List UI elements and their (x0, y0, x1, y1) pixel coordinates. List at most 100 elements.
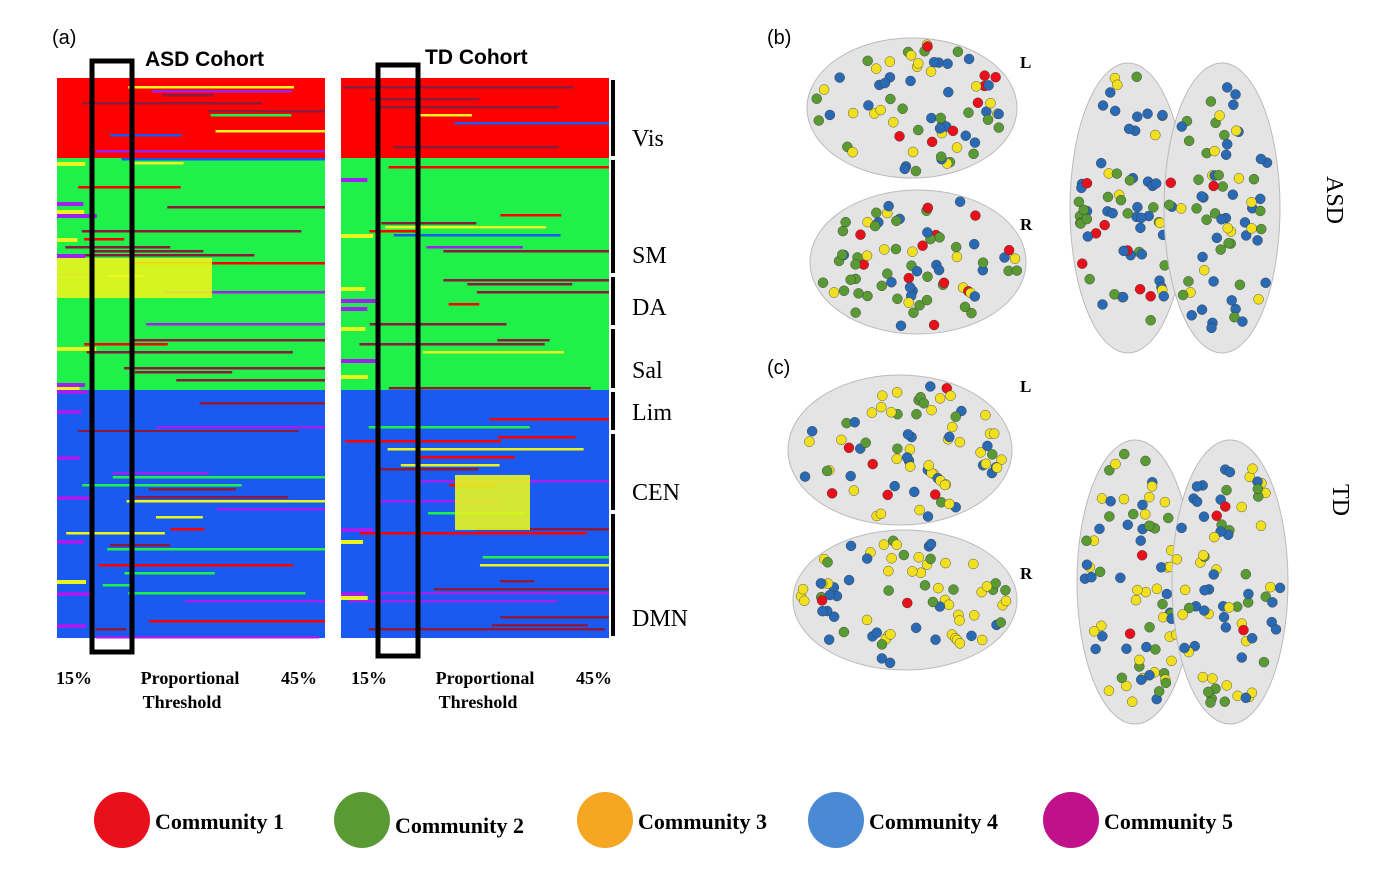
heatmap-stripe (66, 532, 165, 535)
brain-node (1145, 315, 1156, 326)
brain-node (1208, 180, 1219, 192)
brain-node (1078, 204, 1089, 216)
brain-node (1136, 550, 1148, 561)
brain-node (910, 622, 922, 634)
heatmap-stripe (110, 134, 182, 137)
brain-node (813, 115, 824, 126)
heatmap-stripe (497, 339, 550, 342)
brain-node (1220, 622, 1232, 633)
brain-node (862, 290, 873, 302)
brain-node (826, 488, 838, 499)
brain-node (863, 100, 874, 111)
brain-node (1128, 508, 1139, 520)
brain-node (843, 442, 855, 453)
brain-node (935, 112, 946, 124)
legend-label: Community 3 (638, 809, 767, 834)
brain-node (885, 93, 896, 105)
heatmap-stripe (385, 226, 547, 229)
heatmap-stripe (443, 279, 609, 282)
brain-node (1243, 588, 1254, 600)
brain-node (1157, 109, 1168, 121)
brain-node (952, 46, 964, 57)
brain-node (926, 136, 938, 148)
brain-node (1081, 178, 1093, 189)
heatmap-stripe (344, 440, 501, 443)
brain-node (862, 55, 873, 67)
brain-node (883, 565, 894, 577)
brain-node (905, 50, 917, 61)
brain-node (891, 215, 902, 227)
heatmap-stripe (341, 178, 368, 182)
brain-surface (806, 37, 1018, 179)
brain-node (878, 539, 890, 550)
brain-node (1115, 572, 1126, 584)
brain-node (1144, 520, 1155, 531)
brain-node (837, 225, 849, 237)
brain-node (977, 634, 988, 646)
brain-node (1179, 584, 1191, 596)
brain-node (907, 246, 918, 257)
network-label: Vis (632, 126, 664, 152)
brain-node (969, 291, 981, 302)
heatmap-stripe (124, 367, 325, 370)
heatmap-stripe (57, 210, 85, 214)
brain-node (1221, 680, 1232, 691)
brain-node (1216, 214, 1227, 225)
brain-node (954, 436, 966, 448)
network-label: Sal (632, 358, 663, 384)
brain-node (886, 553, 897, 564)
brain-node (1186, 310, 1197, 321)
brain-node (1156, 562, 1167, 573)
heatmap-stripe (82, 102, 263, 105)
brain-node (1201, 214, 1212, 225)
brain-node (947, 125, 959, 137)
brain-node (1150, 178, 1162, 189)
brain-node (904, 282, 916, 293)
brain-node (1205, 96, 1217, 107)
heatmap-stripe (497, 436, 576, 439)
brain-node (1086, 571, 1097, 583)
brain-node (913, 552, 924, 563)
brain-node (914, 300, 925, 311)
brain-node (918, 398, 930, 409)
brain-node (866, 407, 878, 418)
brain-node (1191, 496, 1203, 507)
brain-node (934, 393, 946, 404)
brain-node (1131, 71, 1142, 83)
brain-node (824, 109, 836, 121)
brain-node (889, 480, 900, 492)
heatmap-stripe (65, 246, 171, 249)
brain-node (871, 207, 882, 218)
brain-node (903, 272, 914, 284)
brain-node (921, 294, 933, 306)
heatmap-stripe (170, 528, 205, 531)
brain-node (1144, 670, 1155, 681)
brain-node (1124, 175, 1136, 186)
heatmap-stripe (57, 496, 90, 500)
heatmap-stripe (156, 426, 325, 429)
heatmap-stripe (124, 572, 215, 575)
heatmap-stripe (448, 303, 480, 306)
threshold-start: 15% (56, 668, 92, 688)
brain-node (845, 274, 856, 285)
heatmap-stripe (500, 214, 562, 217)
brain-node (1207, 673, 1218, 684)
brain-node (1171, 554, 1183, 565)
brain-node (928, 319, 940, 331)
brain-node (845, 540, 857, 552)
brain-node (925, 381, 936, 392)
cohort-title: ASD Cohort (145, 48, 264, 71)
brain-node (1217, 181, 1228, 192)
brain-node (1219, 696, 1230, 707)
brain-node (1231, 125, 1242, 136)
brain-node (1183, 135, 1195, 147)
heatmap-stripe (102, 584, 133, 587)
threshold-label: Threshold (439, 692, 518, 712)
brain-node (1183, 276, 1194, 287)
brain-node (901, 452, 913, 463)
heatmap-stripe (376, 500, 501, 503)
brain-node (939, 479, 951, 491)
brain-node (1270, 624, 1282, 635)
brain-node (1109, 105, 1121, 117)
brain-node (1159, 496, 1171, 508)
